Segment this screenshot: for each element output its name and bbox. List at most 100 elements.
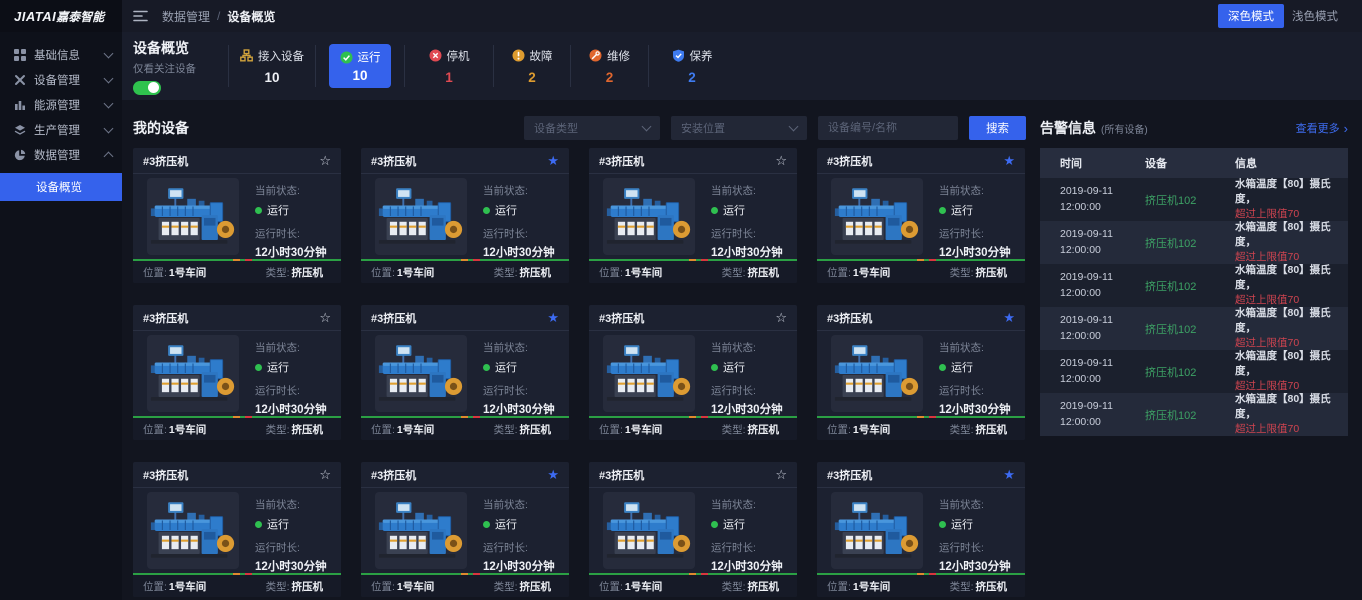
search-button[interactable]: 搜索 <box>969 116 1026 140</box>
status-value: 运行 <box>495 205 517 217</box>
sidebar-item-energy-mgmt[interactable]: 能源管理 <box>0 92 122 117</box>
star-icon[interactable] <box>775 154 787 167</box>
view-more-link[interactable]: 查看更多 <box>1296 120 1348 136</box>
stat-connected-devices[interactable]: 接入设备 10 <box>229 48 315 85</box>
stat-label: 故障 <box>529 50 553 63</box>
device-card[interactable]: #3挤压机 <box>589 462 797 597</box>
sidebar-item-device-mgmt[interactable]: 设备管理 <box>0 67 122 92</box>
alert-device-link[interactable]: 挤压机102 <box>1145 366 1197 379</box>
location-label: 位置: <box>827 423 851 436</box>
star-icon[interactable] <box>775 468 787 481</box>
type-value: 挤压机 <box>519 580 552 593</box>
star-icon[interactable] <box>547 468 559 481</box>
device-card[interactable]: #3挤压机 <box>589 148 797 283</box>
device-card[interactable]: #3挤压机 <box>361 462 569 597</box>
running-dot-icon <box>255 363 262 371</box>
stat-fault[interactable]: 故障 2 <box>494 48 570 85</box>
device-card[interactable]: #3挤压机 <box>133 462 341 597</box>
star-icon[interactable] <box>775 311 787 324</box>
stat-running[interactable]: 运行 10 <box>329 44 391 88</box>
breadcrumb-separator: / <box>217 9 221 23</box>
status-label: 当前状态: <box>711 499 756 511</box>
status-value: 运行 <box>723 519 745 531</box>
location-value: 1号车间 <box>624 580 663 593</box>
stat-repair[interactable]: 维修 2 <box>571 48 648 85</box>
duration-label: 运行时长: <box>483 385 528 397</box>
stat-maintenance[interactable]: 保养 2 <box>649 48 735 85</box>
device-name: #3挤压机 <box>143 312 189 325</box>
alert-device-link[interactable]: 挤压机102 <box>1145 409 1197 422</box>
star-icon[interactable] <box>547 311 559 324</box>
status-value: 运行 <box>723 205 745 217</box>
sidebar-item-label: 基础信息 <box>34 49 80 62</box>
type-value: 挤压机 <box>747 423 780 436</box>
status-label: 当前状态: <box>939 342 984 354</box>
stat-stopped[interactable]: 停机 1 <box>405 48 493 85</box>
star-icon[interactable] <box>1003 468 1015 481</box>
sidebar-item-base-info[interactable]: 基础信息 <box>0 42 122 67</box>
divider <box>648 45 649 87</box>
machine-image <box>375 335 467 412</box>
device-search-input[interactable] <box>818 116 958 140</box>
duration-value: 12小时30分钟 <box>711 404 783 416</box>
divider <box>404 45 405 87</box>
machine-image <box>831 492 923 569</box>
alert-device-link[interactable]: 挤压机102 <box>1145 323 1197 336</box>
breadcrumb-parent[interactable]: 数据管理 <box>162 9 211 24</box>
divider <box>228 45 229 87</box>
status-bar <box>589 573 797 575</box>
location-label: 位置: <box>827 266 851 279</box>
menu-fold-icon[interactable] <box>133 10 148 22</box>
type-value: 挤压机 <box>747 580 780 593</box>
star-icon[interactable] <box>1003 311 1015 324</box>
alerts-panel: 告警信息 (所有设备) 查看更多 时间 设备 信息 2019 <box>1040 108 1348 597</box>
device-card[interactable]: #3挤压机 <box>361 148 569 283</box>
alert-device-link[interactable]: 挤压机102 <box>1145 237 1197 250</box>
sidebar-item-production-mgmt[interactable]: 生产管理 <box>0 117 122 142</box>
device-card[interactable]: #3挤压机 <box>817 148 1025 283</box>
device-card[interactable]: #3挤压机 <box>817 462 1025 597</box>
duration-label: 运行时长: <box>711 385 756 397</box>
device-card[interactable]: #3挤压机 <box>361 305 569 440</box>
status-label: 当前状态: <box>255 185 300 197</box>
alert-device-link[interactable]: 挤压机102 <box>1145 280 1197 293</box>
star-icon[interactable] <box>1003 154 1015 167</box>
type-value: 挤压机 <box>519 266 552 279</box>
sidebar-item-data-mgmt[interactable]: 数据管理 <box>0 142 122 167</box>
device-card[interactable]: #3挤压机 <box>133 305 341 440</box>
device-type-select[interactable]: 设备类型 <box>524 116 660 140</box>
logo-text-en: JIATAI <box>14 8 57 24</box>
stat-label: 运行 <box>357 52 381 64</box>
stat-label: 保养 <box>689 50 713 63</box>
divider <box>493 45 494 87</box>
alert-row: 2019-09-11 12:00:00 挤压机102 水箱温度【80】摄氏度， … <box>1040 393 1348 436</box>
status-label: 当前状态: <box>255 342 300 354</box>
favorites-toggle[interactable] <box>133 80 161 95</box>
status-value: 运行 <box>951 205 973 217</box>
page-title: 设备概览 <box>133 39 189 56</box>
sidebar-item-device-overview[interactable]: 设备概览 <box>0 173 122 201</box>
dark-mode-button[interactable]: 深色模式 <box>1218 4 1284 28</box>
alert-device-link[interactable]: 挤压机102 <box>1145 194 1197 207</box>
running-dot-icon <box>939 520 946 528</box>
star-icon[interactable] <box>319 154 331 167</box>
status-bar <box>133 259 341 261</box>
star-icon[interactable] <box>319 468 331 481</box>
status-label: 当前状态: <box>711 185 756 197</box>
install-location-select[interactable]: 安装位置 <box>671 116 807 140</box>
duration-label: 运行时长: <box>483 228 528 240</box>
device-card[interactable]: #3挤压机 <box>589 305 797 440</box>
star-icon[interactable] <box>547 154 559 167</box>
location-value: 1号车间 <box>624 423 663 436</box>
light-mode-button[interactable]: 浅色模式 <box>1284 4 1346 28</box>
duration-label: 运行时长: <box>939 228 984 240</box>
device-card[interactable]: #3挤压机 <box>817 305 1025 440</box>
status-value: 运行 <box>951 519 973 531</box>
duration-value: 12小时30分钟 <box>255 561 327 573</box>
device-card[interactable]: #3挤压机 <box>133 148 341 283</box>
star-icon[interactable] <box>319 311 331 324</box>
location-label: 位置: <box>827 580 851 593</box>
type-label: 类型: <box>949 266 974 279</box>
column-message: 信息 <box>1235 158 1257 170</box>
location-label: 位置: <box>599 266 623 279</box>
